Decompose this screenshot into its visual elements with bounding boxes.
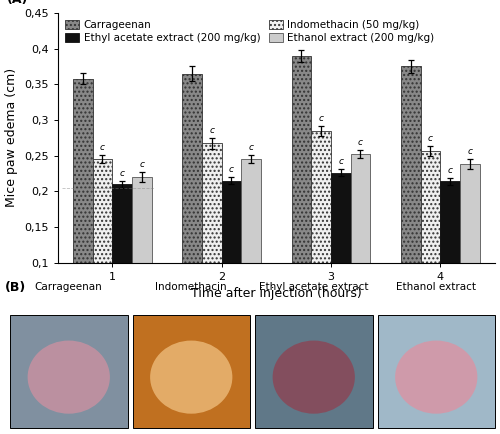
Text: c: c [318,114,324,123]
Bar [312,131,331,334]
Bar [242,159,261,334]
Bar [73,79,92,334]
Bar [350,154,370,334]
Text: Ethyl acetate extract: Ethyl acetate extract [259,283,368,293]
Text: c: c [229,165,234,174]
Bar [92,159,112,334]
Text: c: c [358,138,363,147]
Bar [182,74,202,334]
FancyBboxPatch shape [10,315,128,428]
Text: c: c [468,147,472,156]
Text: c: c [338,157,344,166]
Ellipse shape [28,341,110,414]
Bar [132,177,152,334]
Text: Ethanol extract: Ethanol extract [396,283,476,293]
Text: c: c [248,143,254,152]
Text: c: c [209,126,214,135]
Text: c: c [428,135,433,144]
Text: c: c [100,143,105,152]
Y-axis label: Mice paw edema (cm): Mice paw edema (cm) [6,68,18,207]
Bar [292,56,311,334]
Bar [401,66,420,334]
FancyBboxPatch shape [255,315,372,428]
Bar [420,151,440,334]
Text: (B): (B) [5,281,26,294]
Legend: Carrageenan, Ethyl acetate extract (200 mg/kg), Indomethacin (50 mg/kg), Ethanol: Carrageenan, Ethyl acetate extract (200 … [62,18,436,45]
Ellipse shape [272,341,355,414]
Bar [112,184,132,334]
Text: c: c [448,166,452,175]
Ellipse shape [395,341,477,414]
Bar [202,144,222,334]
Bar [222,181,241,334]
Bar [440,181,460,334]
Ellipse shape [150,341,232,414]
FancyBboxPatch shape [132,315,250,428]
Text: (A): (A) [7,0,28,6]
Bar [460,164,479,334]
Text: Carrageenan: Carrageenan [35,283,102,293]
X-axis label: Time after injection (hours): Time after injection (hours) [191,287,362,300]
Text: c: c [139,160,144,169]
FancyBboxPatch shape [378,315,495,428]
Text: c: c [120,169,124,178]
Bar [331,173,350,334]
Text: Indomethacin: Indomethacin [156,283,227,293]
